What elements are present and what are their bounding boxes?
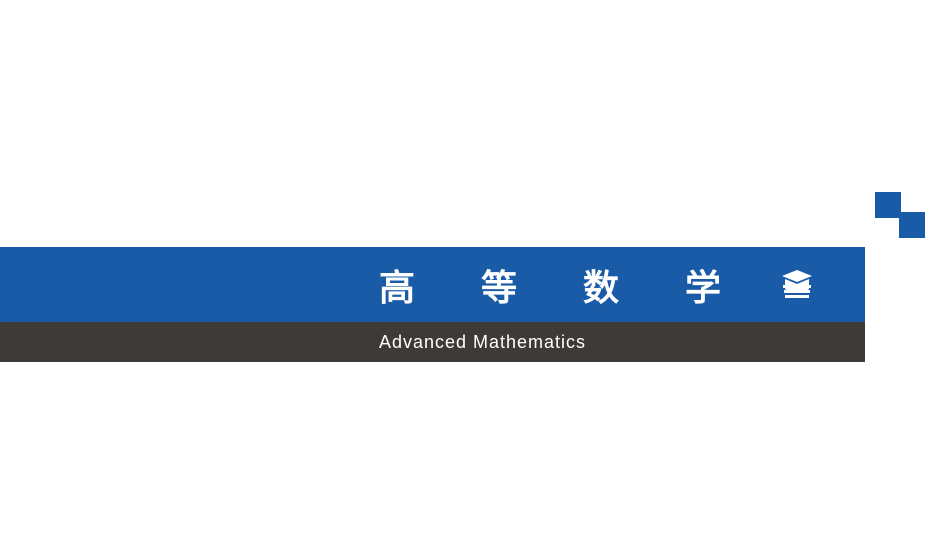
english-subtitle: Advanced Mathematics — [279, 332, 586, 353]
title-banner: 高 等 数 学 — [0, 247, 865, 322]
decorative-square — [899, 212, 925, 238]
book-cap-icon — [779, 267, 815, 303]
decorative-square — [875, 192, 901, 218]
subtitle-banner: Advanced Mathematics — [0, 322, 865, 362]
chinese-title: 高 等 数 学 — [379, 259, 749, 311]
